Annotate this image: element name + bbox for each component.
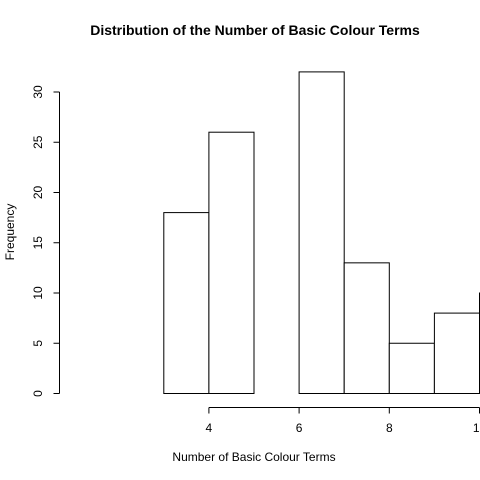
x-tick-label: 4 (206, 421, 213, 435)
x-tick-label: 10 (473, 421, 480, 435)
y-tick-label: 15 (31, 236, 45, 250)
histogram-bar (389, 343, 434, 393)
bars-group (164, 72, 480, 394)
y-axis-label: Frequency (3, 204, 17, 261)
histogram-bar (344, 263, 389, 394)
histogram-bar (434, 313, 479, 393)
histogram-bar (299, 72, 344, 394)
x-axis-label: Number of Basic Colour Terms (172, 450, 335, 464)
histogram-bar (164, 213, 209, 394)
histogram-bar (209, 132, 254, 393)
y-tick-label: 20 (31, 186, 45, 200)
y-tick-label: 25 (31, 135, 45, 149)
y-tick-label: 0 (31, 390, 45, 397)
chart-title: Distribution of the Number of Basic Colo… (90, 22, 420, 38)
x-tick-label: 6 (296, 421, 303, 435)
x-axis: 4 6 8 10 (206, 408, 480, 436)
y-tick-label: 10 (31, 286, 45, 300)
x-tick-label: 8 (386, 421, 393, 435)
y-axis: 0 5 10 15 20 25 30 (31, 85, 60, 397)
y-tick-label: 30 (31, 85, 45, 99)
y-tick-label: 5 (31, 340, 45, 347)
